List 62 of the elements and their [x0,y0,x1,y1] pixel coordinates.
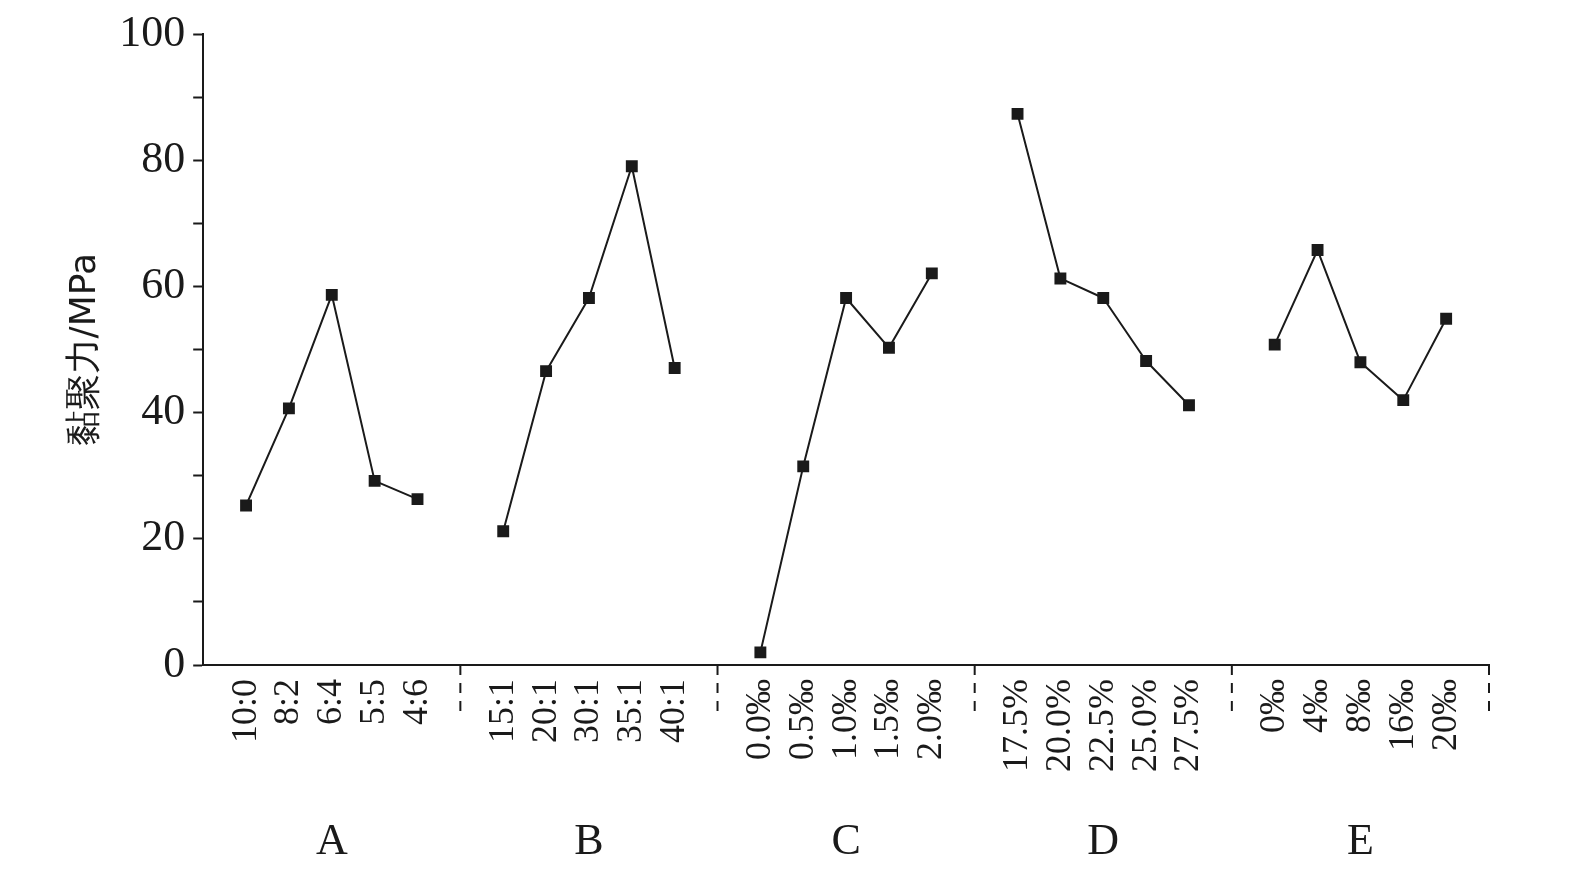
point [368,474,381,487]
point [668,362,681,374]
point [582,292,595,304]
y-tick-label: 100 [119,6,186,56]
point [1440,312,1453,325]
text: E [1346,815,1374,864]
point [883,341,895,354]
x-tick-label: 5:5 [352,679,393,726]
y-tick-label: 20 [141,511,186,561]
point [411,493,424,506]
x-tick-label: 22.5% [1080,679,1121,773]
y-tick-label: 60 [141,259,186,309]
x-tick-label: 8:2 [266,679,307,726]
text: D [1087,815,1120,864]
x-tick-label: 4:6 [394,679,435,726]
x-tick-label: 35:1 [609,679,650,744]
point [1397,394,1410,407]
x-tick-label: 40:1 [652,679,693,744]
x-tick-label: 4‰ [1295,679,1336,734]
point [1140,355,1153,368]
point [282,402,295,415]
y-axis-title: 黏聚力/MPa [61,253,103,447]
x-tick-label: 1.5‰ [866,679,907,761]
x-tick-label: 2.0‰ [909,679,950,761]
point [1183,399,1195,412]
x-tick-label: 16‰ [1380,679,1421,752]
x-tick-label: 8‰ [1337,679,1378,734]
x-tick-label: 25.0% [1123,679,1164,773]
x-tick-label: 15:1 [480,679,521,744]
point [840,292,853,304]
point [1354,356,1367,369]
point [1054,272,1067,285]
point [1097,292,1110,304]
x-tick-label: 0.0‰ [737,679,778,761]
text: A [315,815,348,864]
x-tick-label: 27.5% [1166,679,1207,773]
x-tick-label: 20‰ [1423,679,1464,752]
x-tick-label: 0.5‰ [780,679,821,761]
x-tick-label: 17.5% [994,679,1035,773]
point [754,646,767,659]
y-tick-label: 0 [163,637,186,687]
point [925,267,938,280]
x-tick-label: 20:1 [523,679,564,744]
point [1268,338,1281,351]
y-tick-label: 40 [141,385,186,435]
point [540,365,553,378]
point [797,460,810,473]
x-tick-label: 6:4 [309,679,350,726]
x-tick-label: 10:0 [223,679,264,744]
point [497,525,510,538]
point [1011,107,1024,120]
point [325,288,338,301]
x-tick-label: 20.0% [1037,679,1078,773]
x-tick-label: 1.0‰ [823,679,864,761]
x-tick-label: 30:1 [566,679,607,744]
text: B [574,815,604,864]
point [625,160,638,173]
text: C [831,815,861,864]
point [240,499,253,512]
point [1311,244,1324,257]
y-tick-label: 80 [141,133,186,183]
x-tick-label: 0‰ [1252,679,1293,734]
